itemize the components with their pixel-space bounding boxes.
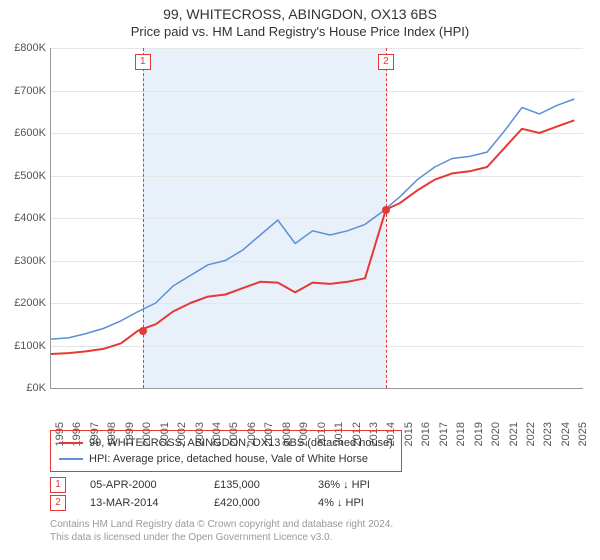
x-tick-label: 2024 [560,422,572,446]
y-tick-label: £100K [0,340,46,352]
sale-dashed-line [143,48,144,388]
x-tick-label: 2020 [490,422,502,446]
x-tick-label: 2018 [455,422,467,446]
x-tick-label: 2019 [473,422,485,446]
chart-area: 12 [50,48,582,388]
legend-swatch-property [59,442,83,444]
x-tick-label: 2022 [525,422,537,446]
x-tick-label: 2017 [438,422,450,446]
y-tick-label: £500K [0,170,46,182]
sale-date-2: 13-MAR-2014 [90,494,190,512]
sale-marker-box: 1 [135,54,151,70]
y-tick-label: £200K [0,297,46,309]
sale-marker-2: 2 [50,495,66,511]
legend-label-hpi: HPI: Average price, detached house, Vale… [89,451,368,467]
x-tick-label: 2023 [542,422,554,446]
legend-box: 99, WHITECROSS, ABINGDON, OX13 6BS (deta… [50,430,402,472]
sales-row-2: 2 13-MAR-2014 £420,000 4% ↓ HPI [50,494,418,512]
sale-dot [139,327,147,335]
sales-table: 1 05-APR-2000 £135,000 36% ↓ HPI 2 13-MA… [50,476,418,512]
series-line-property [51,120,574,354]
y-tick-label: £0K [0,382,46,394]
legend-item-property: 99, WHITECROSS, ABINGDON, OX13 6BS (deta… [59,435,393,451]
attribution: Contains HM Land Registry data © Crown c… [50,518,393,544]
x-tick-label: 2016 [420,422,432,446]
legend-swatch-hpi [59,458,83,460]
series-line-hpi [51,99,574,339]
sale-dashed-line [386,48,387,388]
x-tick-label: 2021 [508,422,520,446]
sale-marker-box: 2 [378,54,394,70]
sale-dot [382,206,390,214]
y-tick-label: £400K [0,212,46,224]
plot-region: 12 [50,48,583,389]
attribution-line-1: Contains HM Land Registry data © Crown c… [50,518,393,531]
sale-price-2: £420,000 [214,494,294,512]
sale-date-1: 05-APR-2000 [90,476,190,494]
attribution-line-2: This data is licensed under the Open Gov… [50,531,393,544]
sale-price-1: £135,000 [214,476,294,494]
legend-label-property: 99, WHITECROSS, ABINGDON, OX13 6BS (deta… [89,435,393,451]
x-tick-label: 2025 [577,422,589,446]
y-tick-label: £600K [0,127,46,139]
x-tick-label: 2015 [403,422,415,446]
line-series-svg [51,48,583,388]
y-tick-label: £800K [0,42,46,54]
chart-container: 99, WHITECROSS, ABINGDON, OX13 6BS Price… [0,0,600,560]
y-tick-label: £700K [0,85,46,97]
sale-diff-1: 36% ↓ HPI [318,476,418,494]
legend-item-hpi: HPI: Average price, detached house, Vale… [59,451,393,467]
sales-row-1: 1 05-APR-2000 £135,000 36% ↓ HPI [50,476,418,494]
sale-diff-2: 4% ↓ HPI [318,494,418,512]
y-tick-label: £300K [0,255,46,267]
sale-marker-1: 1 [50,477,66,493]
chart-title: 99, WHITECROSS, ABINGDON, OX13 6BS [0,0,600,22]
chart-subtitle: Price paid vs. HM Land Registry's House … [0,22,600,43]
